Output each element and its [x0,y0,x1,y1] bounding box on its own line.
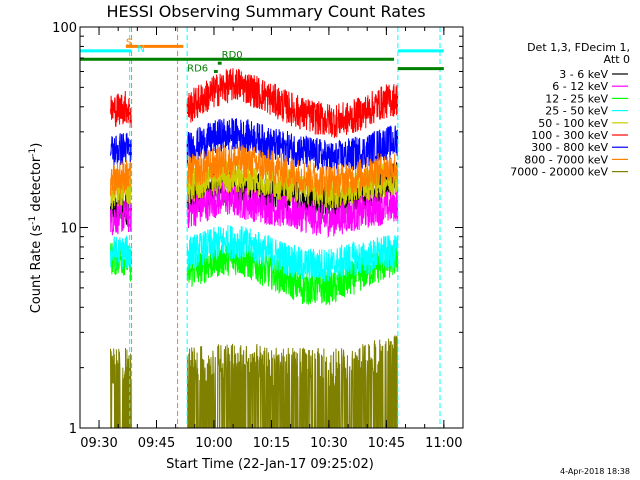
legend-label: 6 - 12 keV [552,80,608,93]
axes: 09:30 09:45 10:00 10:15 10:30 10:45 11:00 1 10 10… [52,21,464,451]
legend-header: Att 0 [604,53,630,66]
x-tick-label: 09:30 [80,436,117,451]
y-tick-label: 10 [60,222,77,237]
legend-label: 50 - 100 keV [538,117,608,130]
legend-label: 12 - 25 keV [545,92,608,105]
plot-area: SN RD0 RD6 [80,27,444,428]
series-7000to20000keV-trace [110,335,398,428]
flag-label-s: S [126,37,132,48]
legend-label: 3 - 6 keV [559,68,608,81]
y-tick-label: 100 [52,21,77,36]
chart-title: HESSI Observing Summary Count Rates [106,2,425,21]
x-tick-label: 09:45 [138,436,175,451]
x-tick-label: 11:00 [425,436,462,451]
legend-label: 25 - 50 keV [545,105,608,118]
flag-label-rd6: RD6 [187,63,208,74]
y-axis-label: Count Rate (s-1 detector-1) [28,143,44,314]
series-800to7000keV-trace [110,143,399,198]
footer-timestamp: 4-Apr-2018 18:38 [560,467,630,476]
x-tick-label: 10:00 [195,436,232,451]
series-100to300keV-trace [110,68,399,139]
x-tick-label: 10:30 [310,436,347,451]
x-tick-label: 10:15 [253,436,290,451]
legend-label: 800 - 7000 keV [524,153,608,166]
y-tick-label: 1 [69,422,77,437]
series-25to50keV-trace [110,225,399,283]
series-6to12keV-trace [110,181,399,239]
x-axis-label: Start Time (22-Jan-17 09:25:02) [166,457,374,472]
legend-label: 100 - 300 keV [531,129,608,142]
flag-label-rd0: RD0 [222,50,243,61]
legend-label: 7000 - 20000 keV [510,166,608,179]
legend-header: Det 1,3, FDecim 1, [527,41,630,54]
legend-label: 300 - 800 keV [531,141,608,154]
x-tick-label: 10:45 [368,436,405,451]
flag-label-n: N [137,44,144,55]
